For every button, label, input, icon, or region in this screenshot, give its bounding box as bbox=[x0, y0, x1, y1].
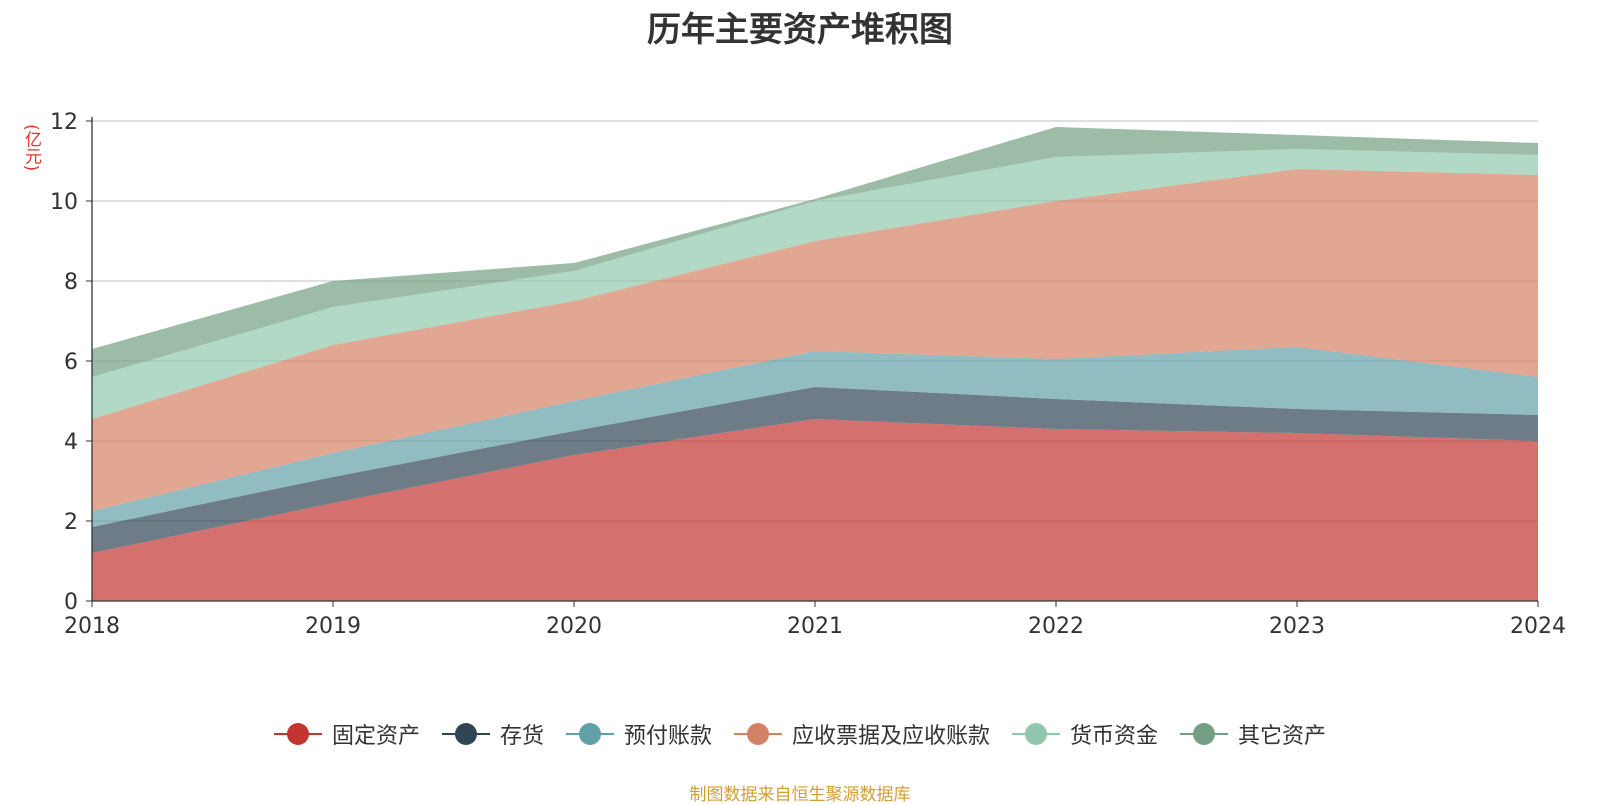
stacked-area-chart: 0 2 4 6 8 10 12 2018 2019 2020 2021 2022 2023 2024 bbox=[50, 110, 1566, 639]
legend-item[interactable]: 货币资金 bbox=[1012, 718, 1158, 750]
x-tick-label: 2023 bbox=[1269, 614, 1325, 639]
y-tick-label: 12 bbox=[50, 110, 78, 135]
legend-marker-icon bbox=[1012, 722, 1061, 746]
source-note: 制图数据来自恒生聚源数据库 bbox=[689, 785, 911, 805]
y-tick-label: 4 bbox=[64, 430, 78, 455]
x-tick-label: 2018 bbox=[64, 614, 120, 639]
legend-item[interactable]: 其它资产 bbox=[1180, 718, 1326, 750]
legend-label: 存货 bbox=[499, 724, 544, 749]
legend-label: 应收票据及应收账款 bbox=[792, 724, 991, 749]
legend-marker-icon bbox=[565, 722, 614, 746]
legend-label: 固定资产 bbox=[331, 724, 420, 749]
axes: 0 2 4 6 8 10 12 2018 2019 2020 2021 2022 2023 2024 bbox=[50, 110, 1566, 639]
series-area-3[interactable] bbox=[92, 169, 1538, 511]
series-area-0[interactable] bbox=[92, 419, 1538, 601]
x-tick-label: 2024 bbox=[1510, 614, 1566, 639]
y-tick-label: 8 bbox=[64, 270, 78, 295]
x-tick-label: 2021 bbox=[787, 614, 843, 639]
legend-marker-icon bbox=[273, 722, 322, 746]
legend-marker-icon bbox=[734, 722, 782, 746]
y-tick-label: 0 bbox=[64, 590, 78, 615]
x-tick-label: 2022 bbox=[1028, 614, 1084, 639]
legend: 固定资产 存货 预付账款 应收票据及应收账款 货币资金 其它资产 bbox=[0, 718, 1600, 750]
x-tick-label: 2020 bbox=[546, 614, 602, 639]
chart-title: 历年主要资产堆积图 bbox=[647, 10, 953, 50]
x-tick-label: 2019 bbox=[305, 614, 361, 639]
legend-marker-icon bbox=[441, 722, 490, 746]
legend-item[interactable]: 存货 bbox=[441, 718, 544, 750]
series-area-2[interactable] bbox=[92, 347, 1538, 527]
series-areas bbox=[92, 127, 1538, 601]
y-tick-label: 2 bbox=[64, 510, 78, 535]
legend-label: 预付账款 bbox=[623, 724, 712, 749]
series-area-1[interactable] bbox=[92, 387, 1538, 553]
y-axis-unit-label: (亿元) bbox=[21, 124, 41, 172]
legend-marker-icon bbox=[1180, 722, 1229, 746]
legend-item[interactable]: 预付账款 bbox=[565, 718, 712, 750]
legend-label: 其它资产 bbox=[1238, 724, 1327, 749]
legend-label: 货币资金 bbox=[1070, 724, 1159, 749]
legend-item[interactable]: 固定资产 bbox=[273, 718, 420, 750]
legend-item[interactable]: 应收票据及应收账款 bbox=[734, 718, 990, 750]
y-tick-label: 10 bbox=[50, 190, 78, 215]
series-area-4[interactable] bbox=[92, 149, 1538, 419]
y-tick-label: 6 bbox=[64, 350, 78, 375]
